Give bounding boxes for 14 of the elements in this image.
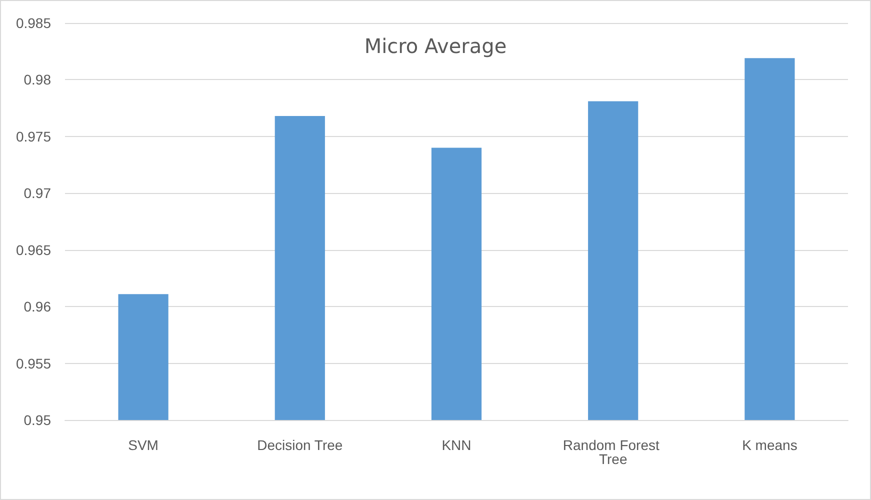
y-tick-label: 0.98	[24, 72, 52, 88]
y-tick-label: 0.97	[24, 185, 52, 202]
y-tick-label: 0.975	[16, 128, 52, 144]
text: Micro Average	[364, 34, 507, 58]
x-tick-label: SVM	[128, 437, 158, 453]
x-tick-label: K means	[742, 437, 798, 453]
y-tick-label: 0.985	[16, 15, 52, 31]
x-tick-label: KNN	[442, 437, 472, 453]
y-tick-label: 0.955	[16, 355, 52, 372]
x-tick-label: Random Forest Tree	[562, 437, 664, 467]
y-tick-label: 0.965	[16, 242, 52, 258]
x-tick-label: Decision Tree	[257, 437, 343, 453]
y-tick-label: 0.96	[24, 298, 52, 315]
y-tick-label: 0.95	[24, 412, 52, 428]
